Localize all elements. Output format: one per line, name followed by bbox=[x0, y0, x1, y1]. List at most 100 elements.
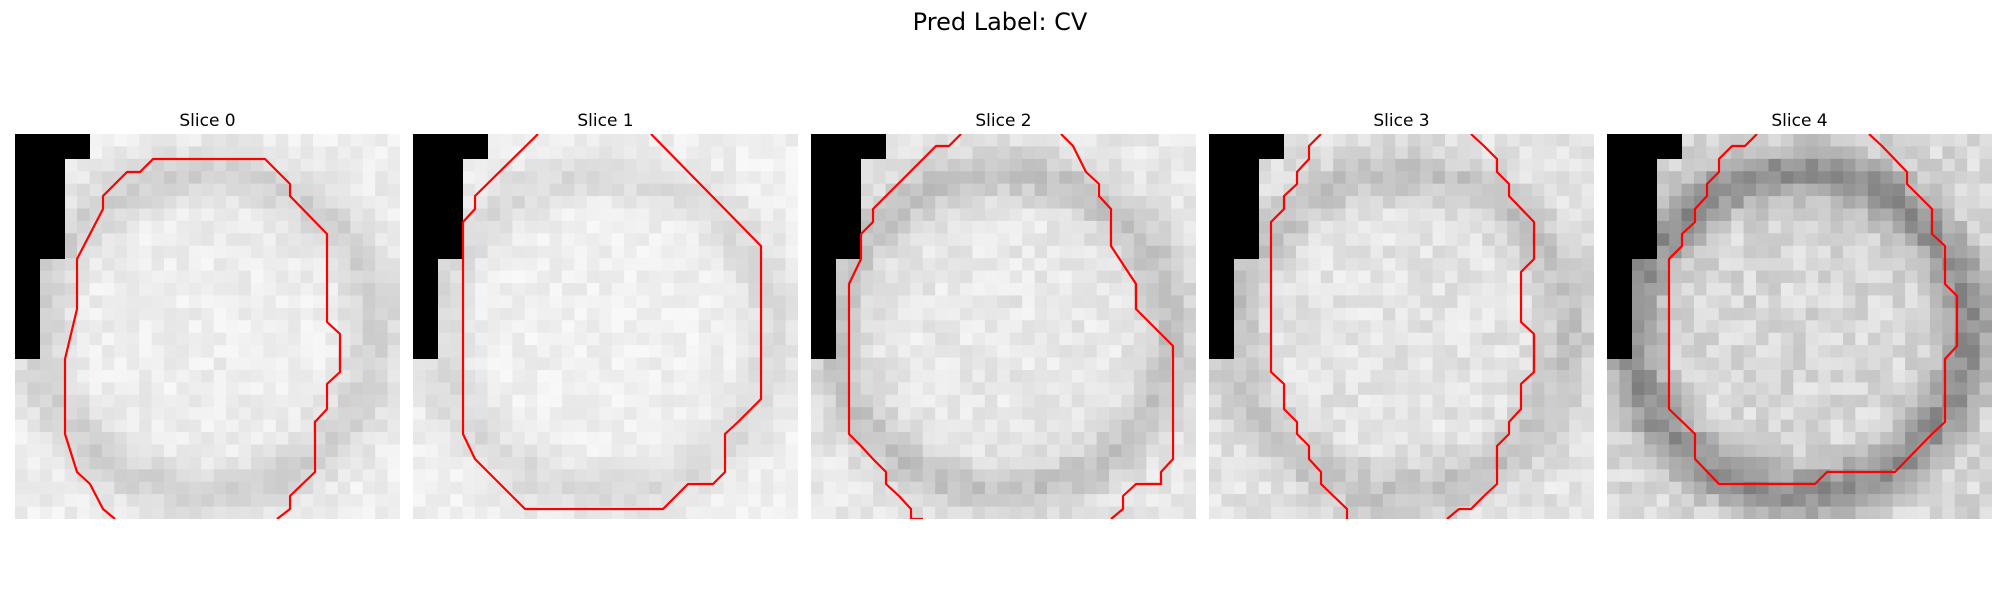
image-pixel bbox=[213, 345, 227, 359]
image-pixel bbox=[499, 345, 513, 359]
image-pixel bbox=[512, 134, 526, 148]
image-pixel bbox=[537, 171, 551, 185]
image-pixel bbox=[375, 146, 389, 160]
image-pixel bbox=[1308, 419, 1322, 433]
image-pixel bbox=[1320, 134, 1334, 148]
image-pixel bbox=[1283, 394, 1297, 408]
image-pixel bbox=[114, 158, 128, 172]
image-pixel bbox=[1507, 283, 1521, 297]
image-pixel bbox=[599, 196, 613, 210]
image-pixel bbox=[1507, 158, 1521, 172]
image-pixel bbox=[574, 320, 588, 334]
image-pixel bbox=[723, 481, 737, 495]
image-pixel bbox=[811, 432, 825, 446]
image-pixel bbox=[661, 394, 675, 408]
image-pixel bbox=[1482, 382, 1496, 396]
image-pixel bbox=[785, 506, 798, 519]
image-pixel bbox=[1917, 432, 1931, 446]
image-pixel bbox=[1942, 158, 1956, 172]
image-pixel bbox=[586, 208, 600, 222]
image-pixel bbox=[922, 258, 936, 272]
image-pixel bbox=[1905, 320, 1919, 334]
image-pixel bbox=[1880, 481, 1894, 495]
image-pixel bbox=[350, 183, 364, 197]
image-pixel bbox=[922, 233, 936, 247]
image-pixel bbox=[1706, 369, 1720, 383]
image-pixel bbox=[574, 245, 588, 259]
image-pixel bbox=[300, 332, 314, 346]
image-pixel bbox=[1084, 419, 1098, 433]
image-pixel bbox=[201, 332, 215, 346]
image-pixel bbox=[1544, 183, 1558, 197]
image-pixel bbox=[1942, 444, 1956, 458]
image-pixel bbox=[512, 369, 526, 383]
image-pixel bbox=[711, 419, 725, 433]
image-pixel bbox=[362, 183, 376, 197]
image-pixel bbox=[64, 270, 78, 284]
image-pixel bbox=[462, 506, 476, 519]
image-pixel bbox=[673, 481, 687, 495]
image-pixel bbox=[1320, 146, 1334, 160]
image-pixel bbox=[1793, 208, 1807, 222]
image-pixel bbox=[947, 432, 961, 446]
image-pixel bbox=[226, 444, 240, 458]
image-pixel bbox=[873, 183, 887, 197]
image-pixel bbox=[487, 481, 501, 495]
image-pixel bbox=[636, 345, 650, 359]
image-pixel bbox=[661, 146, 675, 160]
image-pixel bbox=[1457, 245, 1471, 259]
image-pixel bbox=[362, 146, 376, 160]
image-pixel bbox=[1718, 432, 1732, 446]
image-pixel bbox=[1071, 295, 1085, 309]
image-pixel bbox=[997, 320, 1011, 334]
image-pixel bbox=[1146, 332, 1160, 346]
image-pixel bbox=[1855, 320, 1869, 334]
image-pixel bbox=[1146, 444, 1160, 458]
image-pixel bbox=[1669, 283, 1683, 297]
image-pixel bbox=[1644, 419, 1658, 433]
image-pixel bbox=[1482, 432, 1496, 446]
image-pixel bbox=[1967, 134, 1981, 148]
image-pixel bbox=[1706, 270, 1720, 284]
image-pixel bbox=[176, 357, 190, 371]
image-pixel bbox=[325, 469, 339, 483]
image-pixel bbox=[263, 444, 277, 458]
image-pixel bbox=[1109, 332, 1123, 346]
image-pixel bbox=[188, 369, 202, 383]
image-pixel bbox=[1345, 171, 1359, 185]
image-pixel bbox=[1395, 394, 1409, 408]
image-pixel bbox=[1669, 456, 1683, 470]
image-pixel bbox=[1071, 183, 1085, 197]
image-pixel bbox=[1295, 481, 1309, 495]
image-pixel bbox=[1370, 494, 1384, 508]
image-pixel bbox=[624, 270, 638, 284]
image-pixel bbox=[226, 307, 240, 321]
image-pixel bbox=[648, 382, 662, 396]
image-pixel bbox=[549, 171, 563, 185]
image-pixel bbox=[1892, 456, 1906, 470]
image-pixel bbox=[1171, 494, 1185, 508]
image-pixel bbox=[935, 432, 949, 446]
image-pixel bbox=[1743, 494, 1757, 508]
image-pixel bbox=[1009, 283, 1023, 297]
image-pixel bbox=[897, 258, 911, 272]
image-pixel bbox=[537, 320, 551, 334]
image-pixel bbox=[1121, 506, 1135, 519]
image-pixel bbox=[101, 208, 115, 222]
image-pixel bbox=[101, 357, 115, 371]
mask-region bbox=[413, 134, 488, 359]
image-pixel bbox=[1917, 233, 1931, 247]
image-pixel bbox=[1146, 258, 1160, 272]
image-pixel bbox=[1656, 258, 1670, 272]
image-pixel bbox=[1793, 258, 1807, 272]
image-pixel bbox=[101, 444, 115, 458]
image-pixel bbox=[1507, 407, 1521, 421]
image-pixel bbox=[288, 196, 302, 210]
image-pixel bbox=[1917, 357, 1931, 371]
image-pixel bbox=[885, 407, 899, 421]
image-pixel bbox=[1382, 270, 1396, 284]
image-pixel bbox=[139, 332, 153, 346]
image-pixel bbox=[1183, 208, 1196, 222]
image-pixel bbox=[1954, 394, 1968, 408]
image-pixel bbox=[1345, 332, 1359, 346]
